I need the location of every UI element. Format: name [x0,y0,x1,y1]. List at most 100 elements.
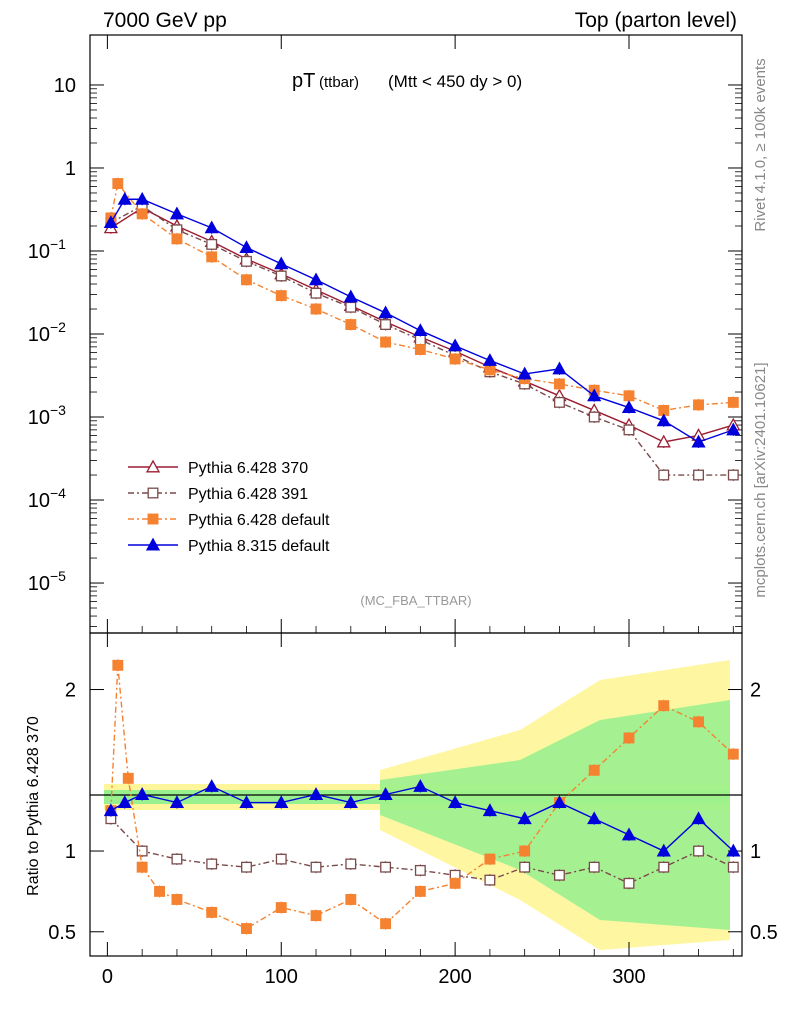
main-ytick-label: 1 [65,158,76,180]
ratio-point [154,885,165,897]
main-ytick-label: 10 [54,75,76,97]
ratio-point [553,869,565,881]
ratio-point [204,779,219,792]
legend: Pythia 6.428 370 Pythia 6.428 391 Pythia 6… [128,459,330,555]
ratio-point [206,906,218,918]
rivet-label: Rivet 4.1.0, ≥ 100k events [752,58,769,231]
ratio-point [206,858,218,870]
ratio-point [274,795,289,809]
analysis-tag: (MC_FBA_TTBAR) [360,593,471,608]
ratio-point [122,772,134,784]
ratio-point [380,861,392,873]
main-point [345,301,357,313]
ratio-point [621,827,637,841]
xtick-label: 0 [102,966,113,988]
main-point [588,411,600,423]
ratio-frame [89,632,743,957]
main-point [241,255,252,267]
main-point [103,215,118,229]
main-point [171,233,183,245]
ratio-point [484,853,496,865]
ratio-point [519,861,531,873]
main-point [117,191,132,205]
ratio-point [414,885,426,897]
main-point [169,206,185,220]
main-point [656,434,671,448]
main-point [135,191,150,205]
main-point [112,178,124,189]
main-point [343,289,358,303]
ratio-point [587,811,602,825]
ratio-point [380,918,392,930]
main-point [449,353,461,365]
ratio-ytick-label-right: 0.5 [750,922,778,944]
main-point [380,336,392,348]
main-point [484,364,496,376]
xtick-label: 100 [265,966,298,988]
ratio-point [241,923,252,934]
main-ytick-label: 10 [28,324,50,346]
main-ytick-exponent: −4 [50,485,66,501]
main-point [448,338,463,352]
ratio-point [135,787,150,800]
main-point [378,305,393,319]
main-point [136,208,148,220]
main-point [380,319,392,330]
ratio-point [623,732,635,744]
main-point [656,413,671,427]
main-ytick-exponent: −3 [50,402,66,418]
main-ytick-exponent: −1 [50,236,66,252]
ratio-point [482,803,497,817]
main-point [239,240,254,254]
ratio-point [275,902,287,914]
ratio-point [310,861,322,873]
main-point [623,424,635,436]
main-point [693,399,704,411]
ratio-point [345,858,357,870]
header-energy: 7000 GeV pp [103,9,227,32]
ratio-point [413,779,428,792]
main-point [482,353,497,366]
legend-marker [145,459,161,473]
ratio-ytick-label: 2 [65,680,76,702]
ratio-uncertainty-band-green [380,700,730,930]
mcplots-label: mcplots.cern.ch [arXiv:2401.10621] [752,362,769,597]
ratio-point [171,894,183,905]
plot-title-cut: (Mtt < 450 dy > 0) [388,72,522,91]
ratio-point [414,864,426,876]
main-point [553,396,565,408]
main-point [310,303,322,315]
main-ytick-exponent: −5 [50,568,66,584]
ratio-point [239,795,254,809]
ratio-point [517,811,532,825]
ratio-ytick-label-right: 2 [750,680,761,702]
main-point [727,396,739,408]
ratio-point [171,853,183,865]
main-point [206,238,218,250]
ratio-point [103,803,118,817]
main-point [241,274,252,286]
ratio-point [448,795,463,809]
ratio-point [378,787,393,800]
ratio-point [275,853,287,865]
ratio-point [308,787,324,800]
xtick-label: 300 [612,966,645,988]
ratio-point [693,716,704,728]
ratio-point [588,861,600,873]
ratio-ytick-label-right: 1 [750,841,761,863]
ratio-point [345,894,357,905]
plot-title-main: pT [292,70,315,92]
ratio-point [658,861,670,873]
ratio-point [343,795,358,809]
main-point [275,290,287,302]
main-ytick-label: 10 [28,241,50,263]
main-ytick-label: 10 [28,490,50,512]
xtick-label: 200 [438,966,471,988]
main-point [552,361,567,375]
main-point [275,270,287,282]
ratio-point [519,845,531,857]
legend-label: Pythia 6.428 default [188,512,330,529]
main-point [658,469,670,481]
main-point [691,434,706,448]
ratio-point [310,910,322,922]
